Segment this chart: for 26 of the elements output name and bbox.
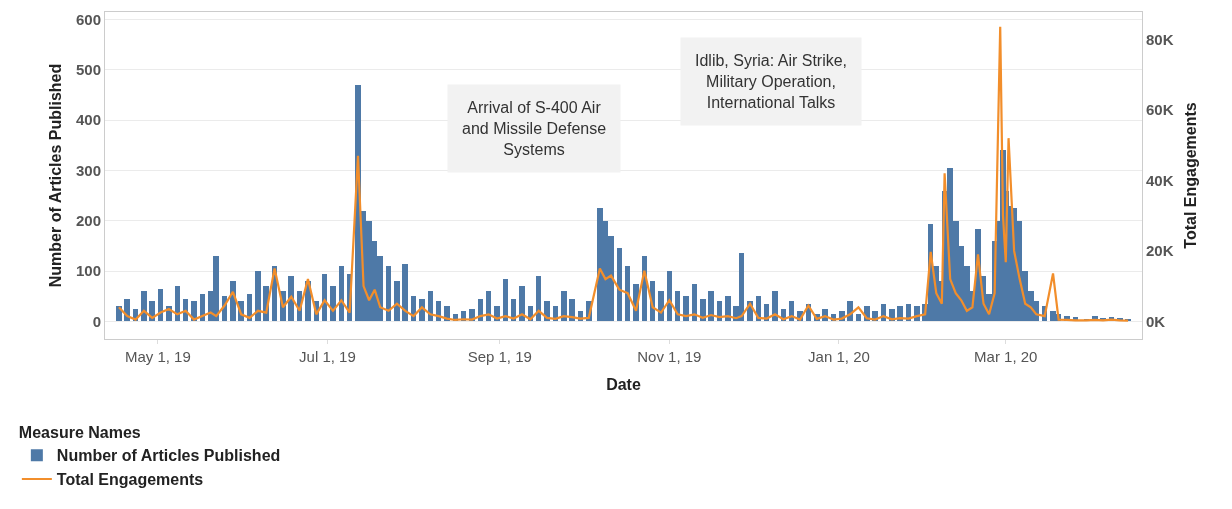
- x-tick-label: Nov 1, 19: [637, 348, 702, 365]
- x-tick-label: Jan 1, 20: [808, 348, 870, 365]
- y2-tick-label: 0K: [1146, 312, 1166, 330]
- y-tick-label: 600: [75, 10, 101, 28]
- annotation: Arrival of S-400 Air and Missile Defense Systems: [462, 99, 607, 158]
- y2-axis-title: Total Engagements: [1182, 102, 1200, 249]
- y-tick-label: 100: [75, 262, 101, 280]
- x-tick-label: May 1, 19: [124, 348, 191, 365]
- legend-label: Total Engagements: [56, 471, 204, 489]
- y-tick-label: 500: [75, 61, 101, 79]
- y-tick-label: 0: [92, 312, 101, 330]
- y-tick-label: 200: [75, 212, 101, 230]
- legend-label: Number of Articles Published: [56, 447, 281, 465]
- x-tick-label: Jul 1, 19: [299, 348, 356, 365]
- y-tick-label: 400: [75, 111, 101, 129]
- y2-tick-label: 20K: [1146, 242, 1174, 260]
- y2-tick-label: 80K: [1146, 30, 1174, 48]
- y-axis-title: Number of Articles Published: [46, 63, 64, 288]
- x-tick-label: Sep 1, 19: [467, 348, 532, 365]
- x-axis-title: Date: [606, 375, 641, 393]
- y-tick-label: 300: [75, 161, 101, 179]
- legend-title: Measure Names: [18, 424, 141, 442]
- y2-tick-label: 40K: [1146, 171, 1174, 189]
- y2-tick-label: 60K: [1146, 101, 1174, 119]
- x-tick-label: Mar 1, 20: [974, 348, 1038, 365]
- annotation: Idlib, Syria: Air Strike, Military Operation, International Talks: [695, 52, 848, 111]
